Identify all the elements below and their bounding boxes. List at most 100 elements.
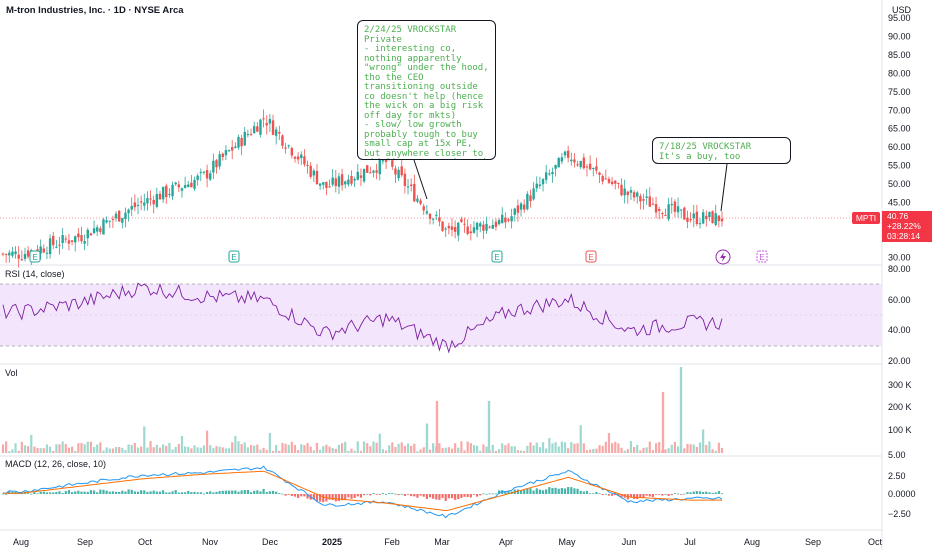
annotation-note-feb[interactable]: 2/24/25 VROCKSTAR Private - interesting … [357, 20, 496, 160]
volume-bar [27, 446, 30, 453]
candle-body [309, 165, 312, 177]
candle-body [519, 203, 523, 210]
candle-body [315, 170, 319, 185]
volume-bar [639, 450, 642, 453]
candle-body [705, 215, 708, 220]
volume-bar [651, 450, 655, 453]
macd-histogram-bar [519, 490, 523, 494]
macd-histogram-bar [438, 494, 441, 500]
volume-bar [485, 446, 488, 453]
candle-body [287, 145, 290, 147]
candle-body [171, 184, 174, 197]
candle-body [52, 235, 55, 246]
candle-body [26, 250, 30, 257]
volume-bar [463, 450, 466, 453]
earnings-marker[interactable] [228, 250, 240, 263]
macd-histogram-bar [33, 492, 36, 494]
candle-body [161, 186, 165, 200]
candle-body [64, 238, 67, 240]
earnings-marker[interactable] [585, 250, 597, 263]
volume-bar [306, 443, 309, 453]
macd-histogram-bar [413, 494, 416, 497]
earnings-marker[interactable] [29, 250, 41, 263]
volume-pane-label[interactable]: Vol [5, 368, 18, 378]
annotation-note-jul[interactable]: 7/18/25 VROCKSTAR It's a buy, too [652, 137, 791, 164]
candle-body [77, 233, 80, 238]
volume-bar [209, 445, 212, 453]
ticker-tag[interactable]: MPTI [852, 212, 880, 224]
earnings-marker[interactable] [756, 250, 768, 263]
candle-body [419, 200, 422, 204]
macd-histogram-bar [202, 493, 206, 495]
volume-bar [42, 448, 45, 453]
macd-histogram-bar [714, 492, 717, 494]
price-tag[interactable]: 40.76 +28.22% 03:28:14 [882, 211, 932, 242]
candle-body [14, 251, 17, 255]
volume-bar [30, 434, 33, 453]
candle-body [369, 172, 372, 174]
symbol-title[interactable]: M-tron Industries, Inc. · 1D · NYSE Arca [6, 5, 184, 16]
candle-body [450, 226, 454, 230]
macd-histogram-bar [340, 494, 344, 501]
candle-body [278, 132, 281, 134]
volume-bar [607, 433, 611, 453]
time-tick-label: Dec [262, 537, 279, 547]
volume-bar [438, 443, 441, 453]
candle-body [39, 246, 42, 254]
volume-bar [419, 449, 422, 453]
volume-bar [193, 445, 196, 453]
volume-bar [567, 448, 570, 453]
volume-tick-label: 200 K [888, 402, 912, 412]
macd-histogram-bar [372, 492, 375, 494]
macd-histogram-bar [651, 494, 655, 498]
rsi-pane-label[interactable]: RSI (14, close) [5, 269, 65, 279]
candle-body [243, 131, 246, 146]
earnings-marker[interactable] [491, 250, 503, 263]
candle-body [648, 196, 651, 207]
earnings-marker-label: E [759, 253, 764, 262]
volume-bar [708, 441, 711, 453]
candle-body [582, 157, 586, 169]
volume-bar [105, 447, 108, 453]
volume-bar [444, 447, 447, 453]
volume-bar [535, 442, 538, 453]
volume-bar [604, 441, 607, 453]
macd-histogram-bar [614, 494, 617, 496]
macd-histogram-bar [337, 494, 341, 502]
volume-bar [592, 448, 595, 453]
volume-bar [143, 426, 146, 453]
volume-bar [570, 442, 573, 453]
candle-body [554, 164, 557, 169]
volume-bar [698, 442, 702, 453]
volume-bar [174, 446, 177, 453]
macd-histogram-bar [353, 494, 356, 499]
candle-body [146, 198, 149, 204]
macd-histogram-bar [472, 494, 476, 495]
volume-bar [476, 445, 479, 453]
volume-bar [312, 450, 315, 453]
macd-histogram-bar [595, 491, 598, 494]
macd-pane-label[interactable]: MACD (12, 26, close, 10) [5, 459, 107, 469]
macd-histogram-bar [567, 487, 570, 494]
volume-bar [70, 446, 74, 453]
candle-body [422, 206, 425, 211]
candle-body [362, 168, 366, 182]
candle-body [485, 223, 488, 231]
candle-body [111, 218, 115, 220]
candle-body [105, 220, 108, 223]
volume-bar [130, 444, 133, 453]
volume-bar [372, 441, 375, 453]
candle-body [168, 193, 171, 195]
macd-histogram-bar [406, 494, 410, 495]
candle-body [8, 252, 11, 256]
volume-bar [309, 446, 312, 453]
volume-bar [290, 441, 293, 453]
macd-histogram-bar [629, 494, 633, 498]
candle-body [592, 167, 595, 169]
macd-histogram-bar [529, 488, 532, 494]
volume-bar [127, 444, 130, 453]
macd-histogram-bar [720, 493, 724, 495]
volume-bar [271, 450, 275, 453]
currency-label[interactable]: USD [892, 5, 912, 15]
